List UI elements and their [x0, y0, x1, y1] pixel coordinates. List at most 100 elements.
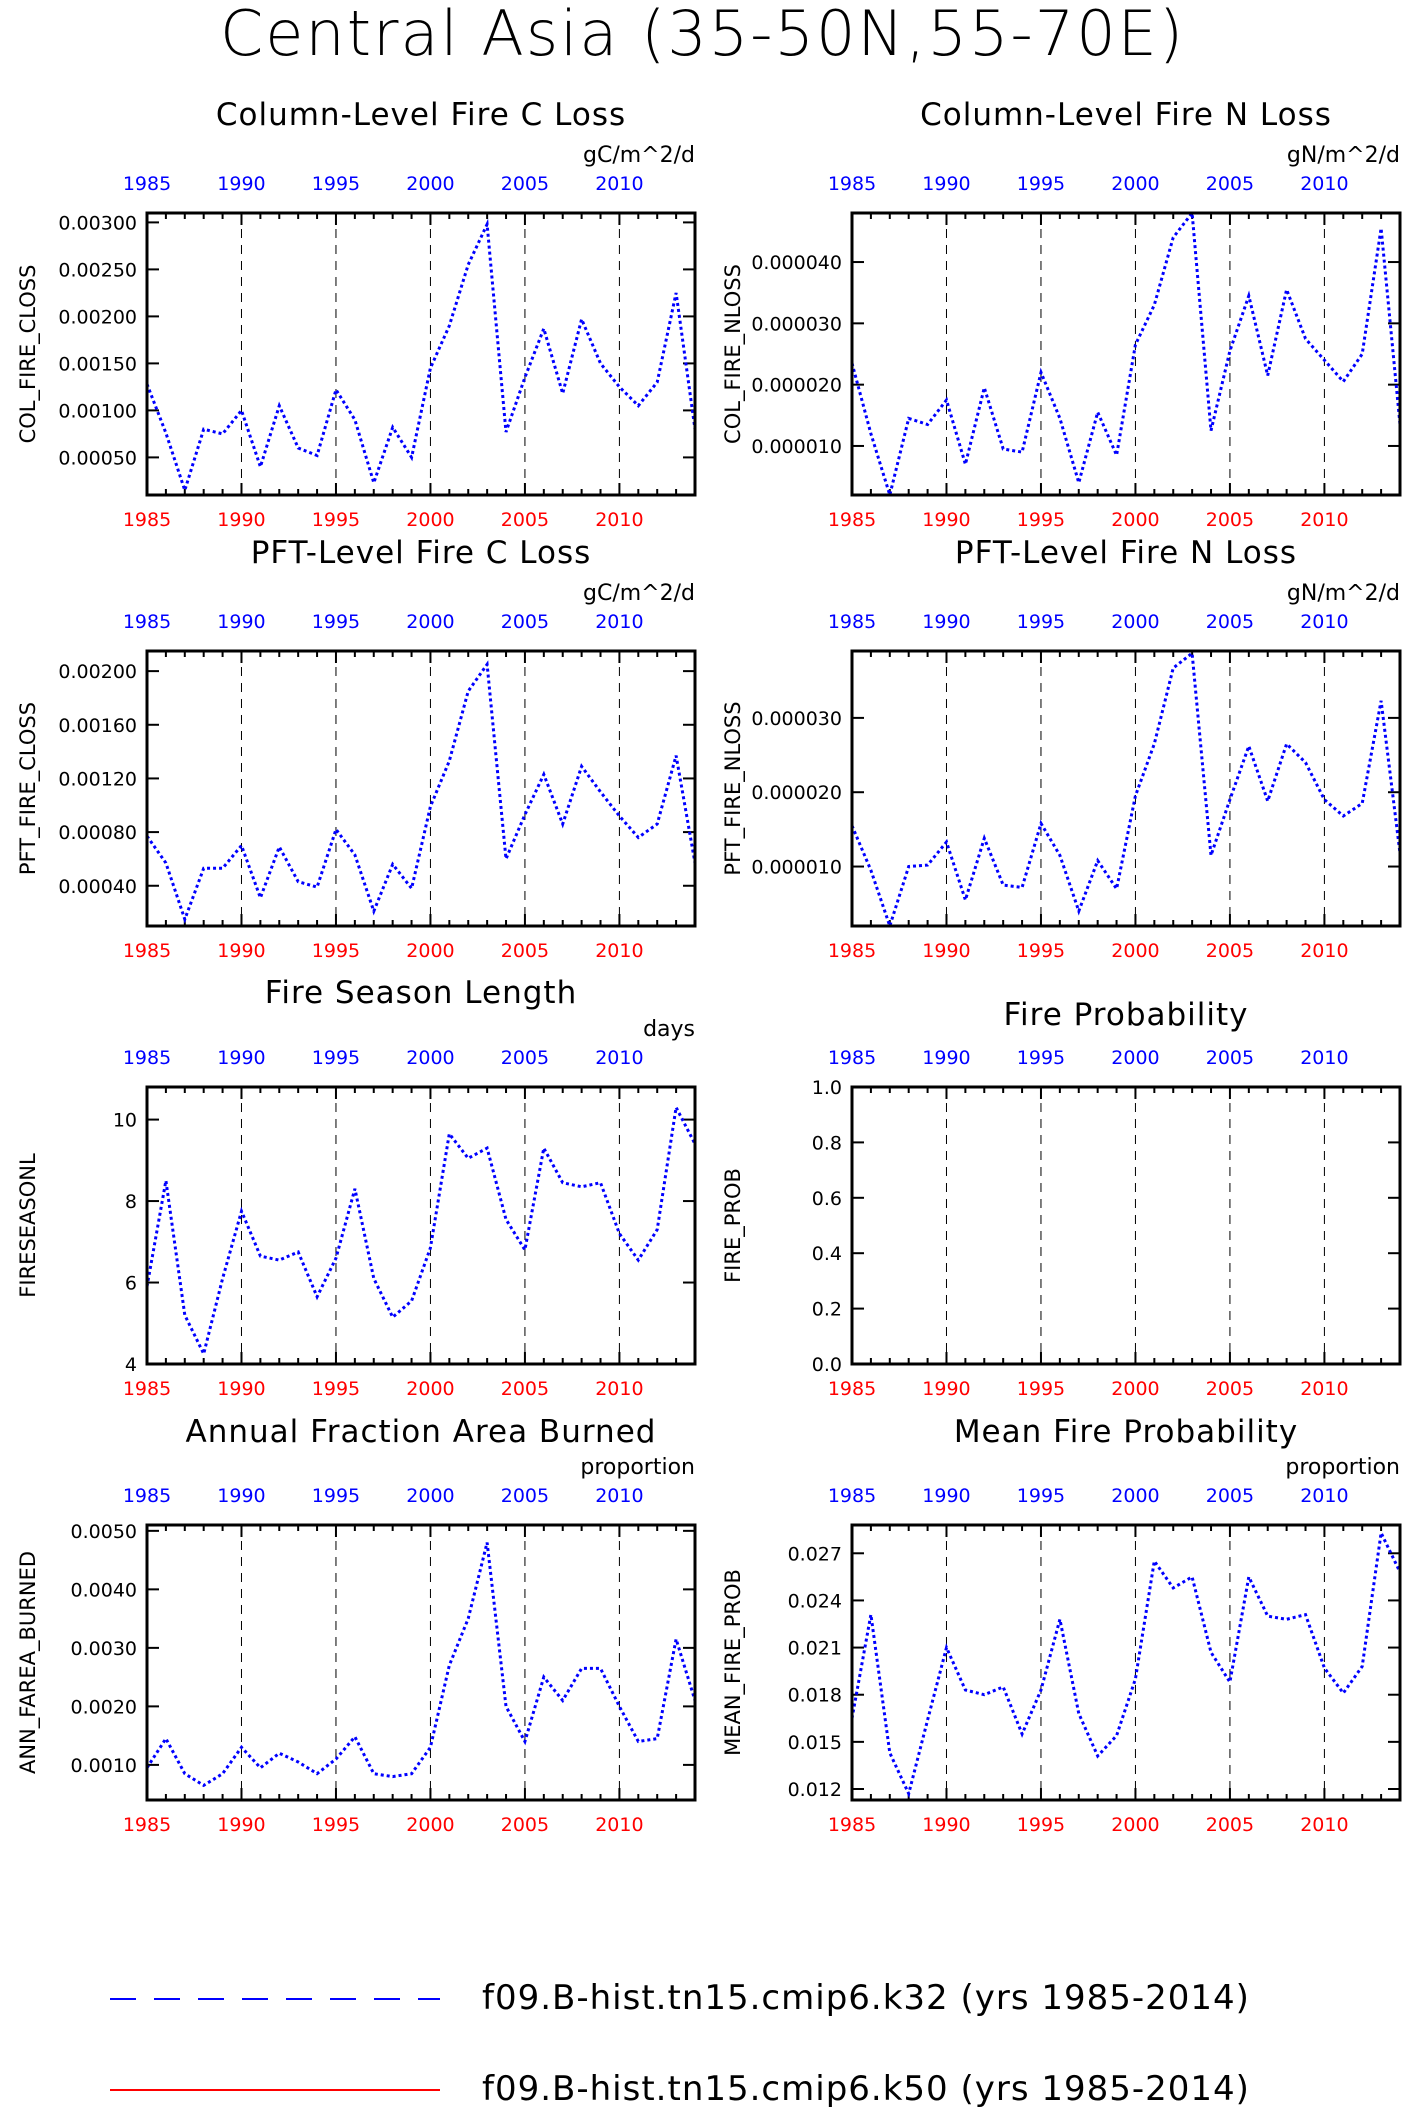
x-tick-label-top: 1985 — [123, 611, 171, 633]
x-tick-label-top: 1985 — [123, 1485, 171, 1507]
chart-panel: 0.000500.001000.001500.002000.002500.003… — [16, 97, 695, 531]
series-line — [147, 664, 695, 919]
x-tick-label-bottom: 2000 — [1111, 509, 1159, 531]
y-tick-label: 0.2 — [812, 1299, 842, 1321]
x-tick-label-bottom: 2000 — [1111, 940, 1159, 962]
y-tick-label: 1.0 — [812, 1077, 842, 1099]
chart-title: Annual Fraction Area Burned — [186, 1414, 657, 1450]
x-tick-label-bottom: 1995 — [1017, 940, 1065, 962]
x-tick-label-bottom: 2010 — [595, 1378, 643, 1400]
x-tick-label-top: 1985 — [828, 1047, 876, 1069]
y-tick-label: 0.000020 — [751, 782, 842, 804]
x-tick-label-top: 1995 — [1017, 173, 1065, 195]
y-tick-label: 0.018 — [788, 1685, 842, 1707]
y-tick-label: 0.027 — [788, 1543, 842, 1565]
x-tick-label-top: 2010 — [595, 1047, 643, 1069]
x-tick-label-top: 2000 — [1111, 611, 1159, 633]
x-tick-label-top: 2000 — [406, 173, 454, 195]
series-line — [852, 1533, 1400, 1794]
y-tick-label: 10 — [113, 1110, 137, 1132]
units-label: gC/m^2/d — [583, 143, 695, 168]
y-tick-label: 0.012 — [788, 1779, 842, 1801]
x-tick-label-top: 2000 — [1111, 1485, 1159, 1507]
x-tick-label-bottom: 2000 — [1111, 1814, 1159, 1836]
x-tick-label-top: 2005 — [1206, 611, 1254, 633]
chart-panel: 0.00100.00200.00300.00400.00501985198519… — [16, 1414, 695, 1836]
x-tick-label-bottom: 1985 — [828, 509, 876, 531]
y-tick-label: 0.00300 — [58, 212, 137, 234]
x-tick-label-top: 1995 — [312, 1485, 360, 1507]
chart-title: Column-Level Fire N Loss — [920, 97, 1332, 133]
chart-panel: 0.012 0.015 0.018 0.021 0.024 0.027 1985 1985 19… — [721, 1414, 1400, 1836]
y-tick-label: 0.000010 — [751, 436, 842, 458]
x-tick-label-top: 2005 — [1206, 1485, 1254, 1507]
plot-frame — [852, 1525, 1400, 1800]
x-tick-label-bottom: 1995 — [1017, 509, 1065, 531]
y-tick-label: 0.0040 — [71, 1579, 137, 1601]
x-tick-label-bottom: 1995 — [312, 1814, 360, 1836]
x-tick-label-bottom: 2005 — [1206, 1814, 1254, 1836]
x-tick-label-bottom: 1985 — [123, 1814, 171, 1836]
y-tick-label: 0.00100 — [58, 400, 137, 422]
y-axis-label: FIRESEASONL — [16, 1153, 40, 1298]
x-tick-label-bottom: 1990 — [217, 940, 265, 962]
plot-frame — [147, 651, 695, 926]
legend-label-k32: f09.B-hist.tn15.cmip6.k32 (yrs 1985-2014… — [482, 1978, 1250, 2018]
x-tick-label-top: 1995 — [1017, 1485, 1065, 1507]
x-tick-label-top: 2000 — [406, 1485, 454, 1507]
x-tick-label-bottom: 2010 — [595, 940, 643, 962]
x-tick-label-bottom: 1990 — [922, 509, 970, 531]
y-tick-label: 0.00200 — [58, 661, 137, 683]
units-label: days — [643, 1017, 695, 1042]
x-tick-label-bottom: 2000 — [406, 509, 454, 531]
y-tick-label: 0.00160 — [58, 715, 137, 737]
plot-frame — [852, 1087, 1400, 1364]
x-tick-label-bottom: 2010 — [1300, 1814, 1348, 1836]
x-tick-label-top: 1985 — [828, 1485, 876, 1507]
x-tick-label-bottom: 1995 — [1017, 1378, 1065, 1400]
x-tick-label-bottom: 2005 — [501, 1814, 549, 1836]
plot-frame — [852, 213, 1400, 495]
x-tick-label-top: 1995 — [312, 611, 360, 633]
y-tick-label: 0.4 — [812, 1243, 842, 1265]
x-tick-label-top: 1995 — [312, 1047, 360, 1069]
x-tick-label-top: 1990 — [922, 173, 970, 195]
x-tick-label-bottom: 1990 — [217, 1814, 265, 1836]
x-tick-label-top: 1990 — [217, 1485, 265, 1507]
y-tick-label: 0.00200 — [58, 306, 137, 328]
chart-title: Fire Season Length — [265, 975, 577, 1011]
y-tick-label: 0.8 — [812, 1132, 842, 1154]
x-tick-label-top: 1985 — [123, 1047, 171, 1069]
x-tick-label-top: 2010 — [1300, 1047, 1348, 1069]
x-tick-label-top: 1990 — [217, 611, 265, 633]
x-tick-label-bottom: 2000 — [406, 940, 454, 962]
plot-frame — [147, 1087, 695, 1364]
plot-frame — [852, 651, 1400, 926]
y-tick-label: 0.00040 — [58, 876, 137, 898]
x-tick-label-top: 2010 — [1300, 611, 1348, 633]
x-tick-label-bottom: 1990 — [217, 509, 265, 531]
y-tick-label: 0.0020 — [71, 1696, 137, 1718]
units-label: gC/m^2/d — [583, 581, 695, 606]
chart-panel: 0.000010 0.000020 0.000030 0.000040 1985 1985… — [721, 97, 1400, 531]
x-tick-label-bottom: 2005 — [501, 509, 549, 531]
chart-panel: 4681019851985199019901995199520002000200… — [16, 975, 695, 1400]
x-tick-label-top: 2005 — [501, 1485, 549, 1507]
chart-title: Fire Probability — [1003, 997, 1248, 1033]
x-tick-label-bottom: 2005 — [1206, 1378, 1254, 1400]
y-tick-label: 0.00080 — [58, 822, 137, 844]
x-tick-label-top: 1990 — [217, 173, 265, 195]
y-tick-label: 6 — [125, 1273, 137, 1295]
x-tick-label-bottom: 2005 — [501, 940, 549, 962]
y-tick-label: 0.000030 — [751, 708, 842, 730]
y-tick-label: 0.0030 — [71, 1638, 137, 1660]
y-axis-label: COL_FIRE_NLOSS — [721, 264, 746, 444]
x-tick-label-top: 2000 — [1111, 173, 1159, 195]
y-tick-label: 0.00120 — [58, 768, 137, 790]
y-axis-label: PFT_FIRE_CLOSS — [16, 702, 41, 875]
series-line — [852, 213, 1400, 495]
y-axis-label: ANN_FAREA_BURNED — [16, 1551, 41, 1774]
x-tick-label-bottom: 2005 — [1206, 940, 1254, 962]
x-tick-label-bottom: 2005 — [1206, 509, 1254, 531]
chart-title: Column-Level Fire C Loss — [216, 97, 626, 133]
